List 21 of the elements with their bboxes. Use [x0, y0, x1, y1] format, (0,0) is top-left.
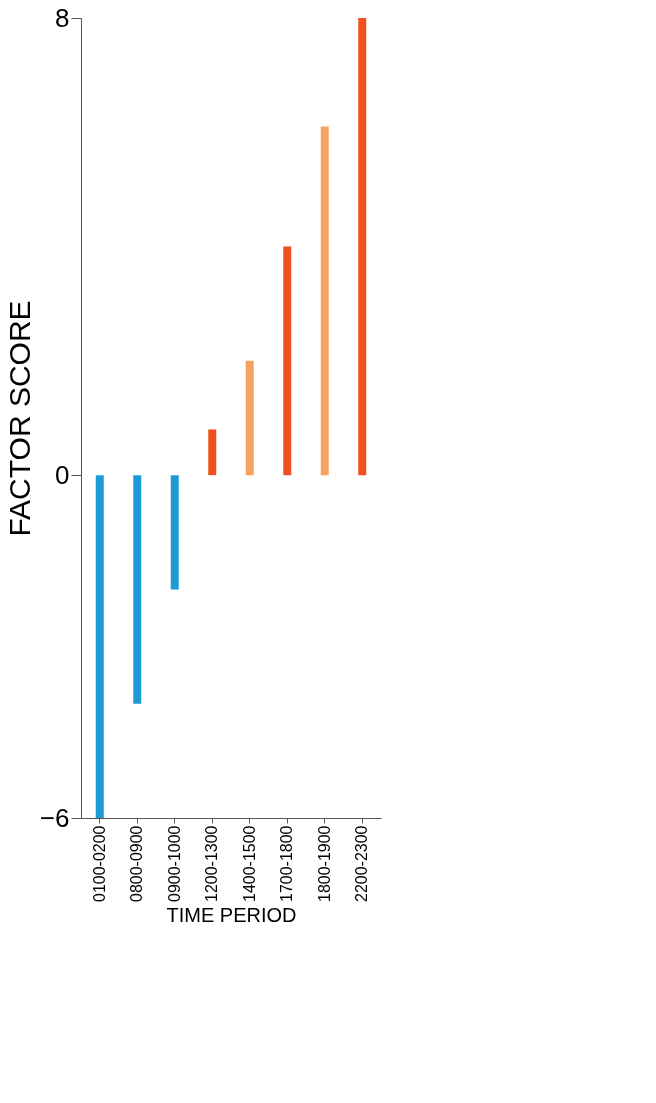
x-tick-label: 1200-1300	[203, 825, 221, 903]
y-tick-label: 0	[55, 459, 70, 490]
bar	[208, 429, 217, 476]
x-tick-label: 1400-1500	[240, 825, 258, 903]
bar	[95, 475, 104, 818]
bar	[320, 126, 329, 476]
bar	[245, 360, 254, 476]
x-tick-label: 0100-0200	[90, 825, 108, 903]
bar	[358, 18, 367, 476]
x-axis-title: TIME PERIOD	[166, 904, 297, 927]
bar	[283, 246, 292, 476]
y-tick-label: −6	[39, 802, 70, 833]
x-tick-label: 1700-1800	[278, 825, 296, 903]
y-tick-label: 8	[55, 2, 70, 33]
x-tick-label: 0800-0900	[128, 825, 146, 903]
x-tick-label: 0900-1000	[165, 825, 183, 903]
y-axis-title: FACTOR SCORE	[2, 300, 36, 537]
x-tick-label: 2200-2300	[353, 825, 371, 903]
bar	[170, 475, 179, 590]
x-tick-label: 1800-1900	[315, 825, 333, 903]
bar	[133, 475, 142, 704]
